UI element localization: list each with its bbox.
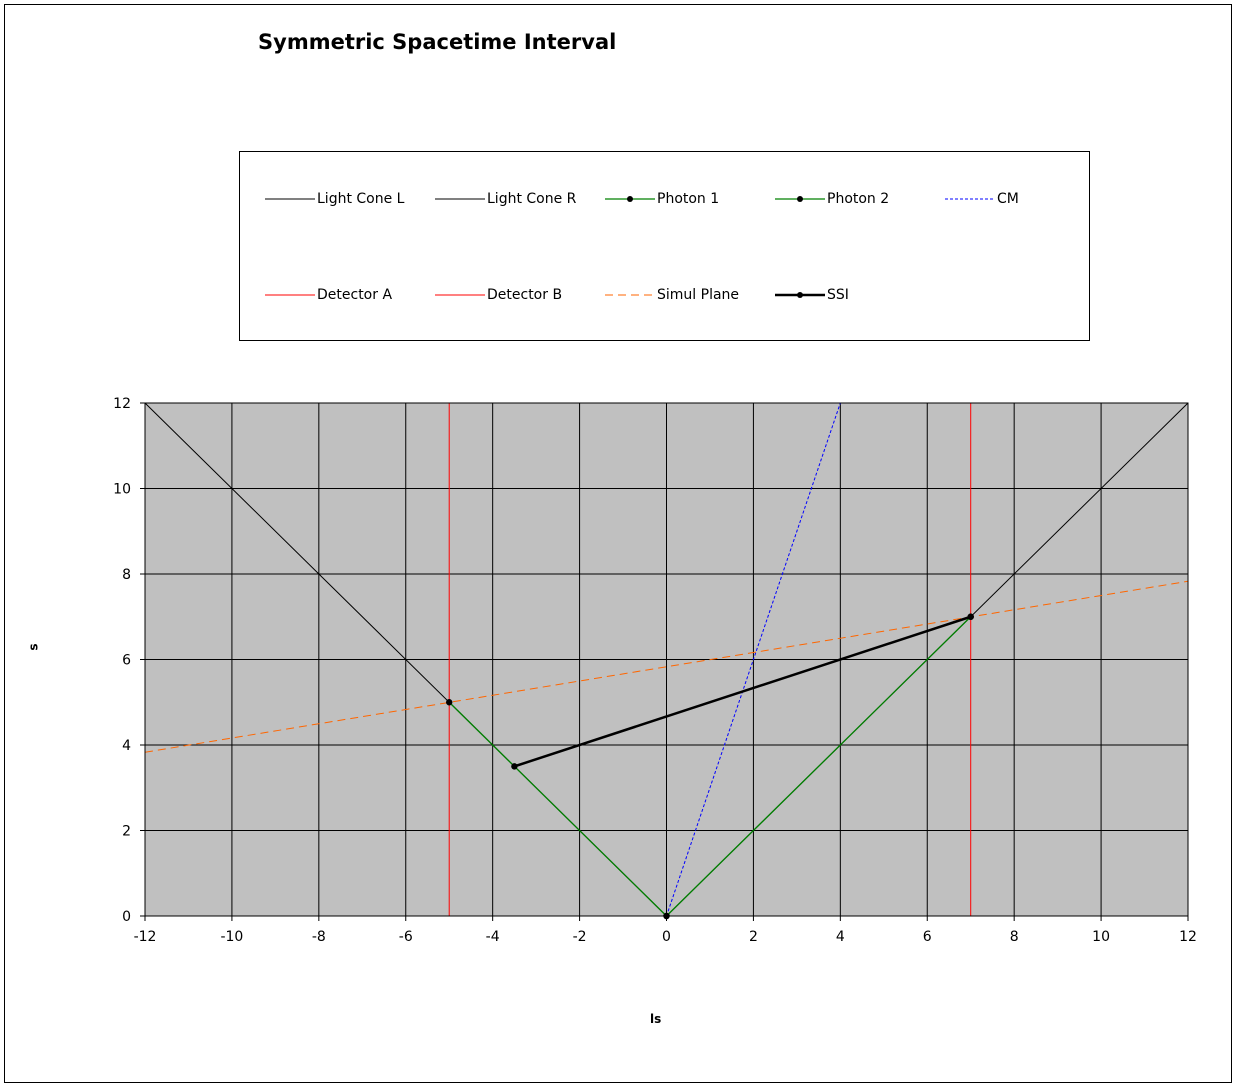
series-line-photon-2 — [666, 616, 972, 917]
x-tick-label: 12 — [1179, 929, 1197, 945]
y-tick-label: 8 — [122, 567, 131, 583]
legend-swatch — [265, 294, 315, 296]
legend-swatch — [605, 294, 655, 296]
x-tick-label: 0 — [662, 929, 671, 945]
legend-entry: Photon 2 — [775, 189, 889, 209]
series-line-ssi — [514, 615, 972, 768]
legend-label: Light Cone L — [317, 191, 405, 207]
legend-label: Detector A — [317, 287, 393, 303]
x-axis-label: ls — [650, 1012, 662, 1026]
legend-label: Simul Plane — [657, 287, 740, 303]
legend-label: Photon 1 — [657, 191, 720, 207]
legend-label: Detector B — [487, 287, 563, 303]
x-tick-label: 10 — [1092, 929, 1110, 945]
y-tick-label: 4 — [122, 738, 131, 754]
y-tick-label: 12 — [113, 396, 131, 412]
x-tick-label: 8 — [1010, 929, 1019, 945]
legend-label: Photon 2 — [827, 191, 890, 207]
x-tick-label: 6 — [923, 929, 932, 945]
y-tick-label: 6 — [122, 653, 131, 669]
legend-entry: Photon 1 — [605, 189, 719, 209]
legend-swatch — [775, 292, 825, 298]
series-line-simul-plane — [144, 580, 1189, 753]
data-point — [511, 763, 518, 770]
data-point — [967, 613, 974, 620]
legend-entry: Detector A — [265, 285, 392, 305]
legend-entry: Light Cone R — [435, 189, 576, 209]
y-tick-label: 10 — [113, 482, 131, 498]
legend: Light Cone L Light Cone R Photon 1 Photon 2… — [239, 151, 1090, 341]
legend-swatch — [945, 198, 995, 200]
legend-swatch — [435, 294, 485, 296]
legend-entry: Detector B — [435, 285, 562, 305]
chart-title: Symmetric Spacetime Interval — [258, 30, 617, 54]
legend-swatch — [265, 198, 315, 200]
series-line-cm — [666, 402, 841, 917]
series-line-photon-1 — [448, 701, 667, 917]
legend-entry: Simul Plane — [605, 285, 739, 305]
x-tick-label: -4 — [486, 929, 500, 945]
x-tick-label: 2 — [749, 929, 758, 945]
legend-entry: Light Cone L — [265, 189, 404, 209]
y-tick-label: 0 — [122, 909, 131, 925]
legend-swatch — [775, 196, 825, 202]
legend-entry: CM — [945, 189, 1019, 209]
x-tick-label: 4 — [836, 929, 845, 945]
legend-swatch — [435, 198, 485, 200]
data-point — [446, 699, 453, 706]
legend-label: SSI — [827, 287, 849, 303]
legend-entry: SSI — [775, 285, 849, 305]
legend-label: CM — [997, 191, 1019, 207]
y-tick-label: 2 — [122, 824, 131, 840]
legend-swatch — [605, 196, 655, 202]
x-tick-label: -8 — [312, 929, 326, 945]
x-tick-label: -12 — [134, 929, 157, 945]
x-tick-label: -6 — [399, 929, 413, 945]
legend-label: Light Cone R — [487, 191, 577, 207]
x-tick-label: -10 — [220, 929, 243, 945]
x-tick-label: -2 — [573, 929, 587, 945]
